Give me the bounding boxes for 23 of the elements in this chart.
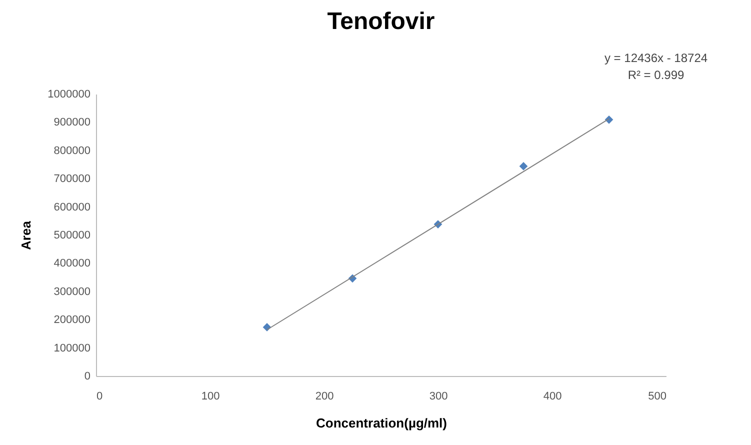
y-tick-label: 600000 — [54, 201, 90, 214]
x-tick-label: 300 — [429, 390, 448, 402]
y-tick-label: 900000 — [54, 116, 90, 129]
point — [519, 162, 528, 170]
y-tick-label: 400000 — [54, 258, 90, 270]
y-tick-label: 1000000 — [48, 88, 90, 100]
x-tick-label: 0 — [96, 390, 103, 402]
text: R² = 0.999 — [628, 68, 685, 82]
x-tick-label: 200 — [315, 390, 334, 402]
x-tick-label: 500 — [648, 390, 666, 402]
y-tick-label: 200000 — [54, 314, 90, 326]
chart-title: Tenofovir — [327, 8, 435, 35]
x-tick-label: 100 — [201, 390, 220, 402]
y-axis-title: Area — [18, 220, 34, 250]
y-tick-label: 500000 — [54, 230, 90, 242]
x-axis-title: Concentration(µg/ml) — [316, 416, 447, 430]
x-tick-label: 400 — [543, 390, 562, 402]
y-tick-label: 800000 — [54, 144, 90, 157]
y-tick-label: 100000 — [54, 342, 90, 354]
text: y = 12436x - 18724 — [604, 51, 708, 65]
y-tick-label: 0 — [84, 370, 90, 382]
y-tick-label: 300000 — [54, 286, 90, 298]
y-tick-label: 700000 — [54, 173, 90, 186]
